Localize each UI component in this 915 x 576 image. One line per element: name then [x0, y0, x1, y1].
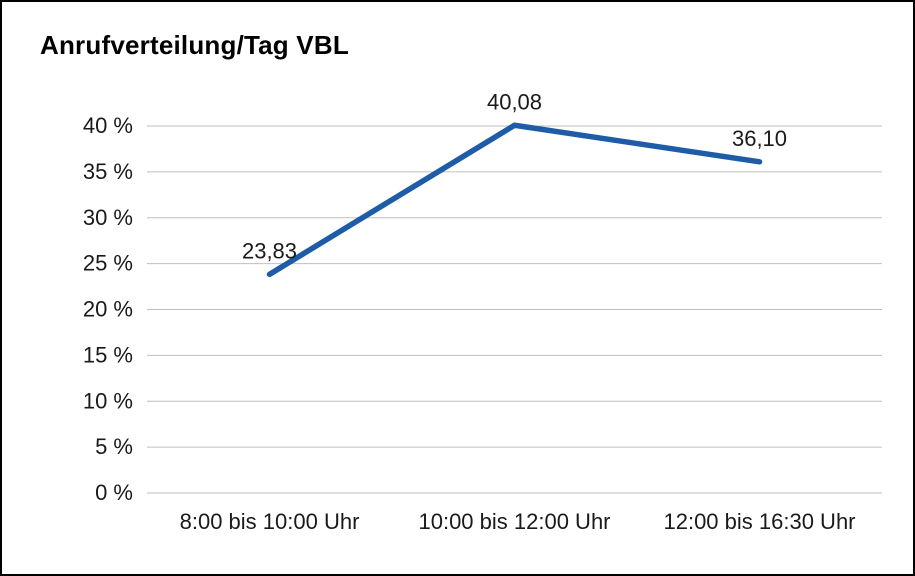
x-tick-label: 12:00 bis 16:30 Uhr	[663, 509, 855, 534]
chart-title: Anrufverteilung/Tag VBL	[40, 30, 349, 60]
data-label: 36,10	[732, 126, 787, 151]
x-tick-label: 10:00 bis 12:00 Uhr	[418, 509, 610, 534]
y-tick-label: 15 %	[83, 342, 133, 367]
y-tick-label: 35 %	[83, 159, 133, 184]
y-tick-label: 30 %	[83, 205, 133, 230]
y-tick-label: 20 %	[83, 297, 133, 322]
y-tick-label: 25 %	[83, 251, 133, 276]
y-tick-label: 0 %	[95, 480, 133, 505]
x-tick-label: 8:00 bis 10:00 Uhr	[180, 509, 360, 534]
y-tick-label: 40 %	[83, 113, 133, 138]
series-line	[266, 122, 763, 278]
y-tick-label: 5 %	[95, 434, 133, 459]
y-tick-label: 10 %	[83, 388, 133, 413]
data-label: 23,83	[242, 238, 297, 263]
data-label: 40,08	[487, 89, 542, 114]
